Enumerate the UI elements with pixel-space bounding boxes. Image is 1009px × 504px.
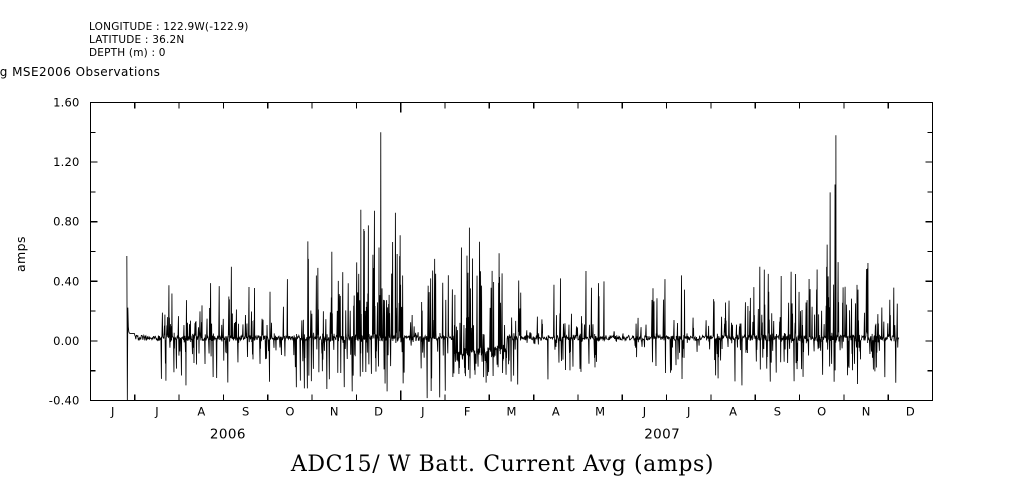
x-tick-label: S	[774, 405, 781, 419]
x-axis-year-label: 2006	[210, 427, 246, 443]
x-tick-label: J	[686, 405, 690, 419]
station-metadata: LONGITUDE : 122.9W(-122.9) LATITUDE : 36…	[89, 21, 249, 61]
y-tick-label: -0.40	[49, 394, 80, 408]
x-tick-label: D	[374, 405, 383, 419]
latitude-text: LATITUDE : 36.2N	[89, 34, 185, 47]
x-tick-label: O	[285, 405, 294, 419]
series-layer	[126, 132, 900, 401]
tick-label-layer: 1.60 1.20 0.80 0.40 0.00 -0.40 J J A S O N D J F M A M J J A…	[49, 96, 915, 443]
axes-layer	[89, 101, 934, 402]
data-series-line	[126, 132, 900, 401]
y-tick-label: 1.60	[53, 96, 79, 110]
chart-title-text: Hourly Gridded Mooring MSE2006 Observati…	[0, 65, 161, 79]
longitude-text: LONGITUDE : 122.9W(-122.9)	[89, 21, 249, 33]
y-tick-label: 0.40	[53, 274, 79, 288]
y-tick-label: 1.20	[53, 155, 79, 169]
figure-caption-text: ADC15/ W Batt. Current Avg (amps)	[290, 452, 715, 477]
chart-title: Hourly Gridded Mooring MSE2006 Observati…	[0, 65, 1009, 79]
y-tick-label: 0.80	[53, 215, 79, 229]
x-tick-label: N	[330, 405, 339, 419]
x-tick-label: J	[110, 405, 114, 419]
figure-caption: ADC15/ W Batt. Current Avg (amps)	[0, 452, 1009, 477]
x-tick-label: A	[552, 405, 560, 419]
x-tick-label: A	[197, 405, 205, 419]
x-tick-label: O	[817, 405, 826, 419]
x-tick-label: A	[729, 405, 737, 419]
x-tick-label: J	[154, 405, 158, 419]
depth-text: DEPTH (m) : 0	[89, 47, 166, 60]
x-tick-label: S	[242, 405, 249, 419]
x-tick-label: J	[642, 405, 646, 419]
x-tick-label: N	[862, 405, 871, 419]
x-tick-label: M	[595, 405, 605, 419]
x-tick-label: F	[464, 405, 471, 419]
x-tick-label: J	[420, 405, 424, 419]
x-axis-year-label: 2007	[644, 427, 680, 443]
x-tick-label: D	[906, 405, 915, 419]
x-tick-label: M	[507, 405, 517, 419]
y-tick-label: 0.00	[53, 334, 79, 348]
